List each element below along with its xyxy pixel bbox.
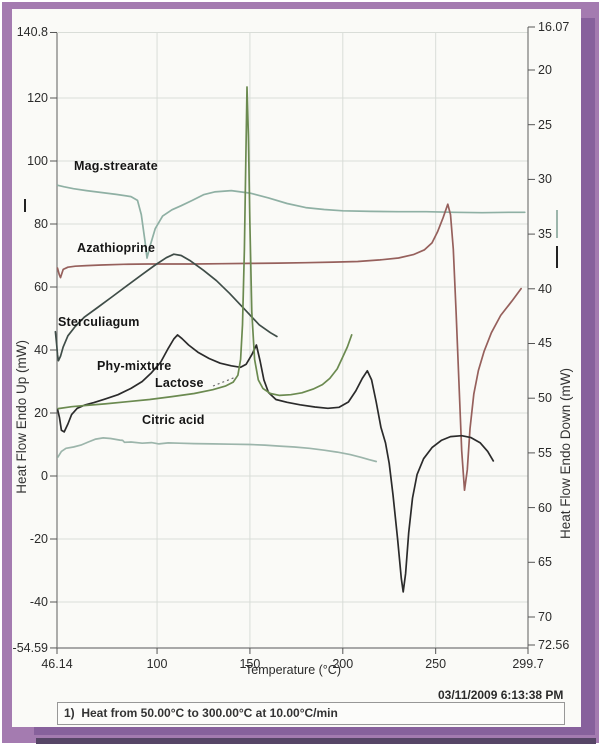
y-right-tick-label: 60 bbox=[538, 500, 552, 515]
y-right-tick-label: 50 bbox=[538, 391, 552, 406]
curve-label-azathioprine: Azathioprine bbox=[77, 241, 156, 255]
y-right-tick-label: 20 bbox=[538, 62, 552, 77]
y-left-tick-label: 100 bbox=[27, 154, 48, 168]
x-tick-label: 200 bbox=[332, 657, 354, 671]
y-right-tick-label: 25 bbox=[538, 117, 552, 132]
y-left-tick-label: 20 bbox=[34, 406, 48, 420]
y-right-tick-label: 45 bbox=[538, 336, 552, 351]
page-shadow-edge bbox=[36, 738, 596, 744]
x-tick-label: 100 bbox=[146, 657, 168, 671]
left-axis-curve-key-line bbox=[24, 199, 26, 212]
curve-label-lactose: Lactose bbox=[155, 376, 204, 390]
right-axis-curve-key-teal-line bbox=[556, 210, 558, 238]
y-right-tick-label: 70 bbox=[538, 609, 552, 624]
method-text: 1) Heat from 50.00°C to 300.00°C at 10.0… bbox=[64, 706, 338, 720]
y-right-tick-label: 55 bbox=[538, 445, 552, 460]
x-tick-label: 299.7 bbox=[512, 657, 544, 671]
y-right-tick-label: 72.56 bbox=[538, 638, 570, 652]
y-left-tick-label: -40 bbox=[29, 595, 48, 609]
x-tick-label: 150 bbox=[239, 657, 261, 671]
y-left-tick-label: -20 bbox=[29, 532, 48, 546]
y-right-tick-label: 35 bbox=[538, 227, 552, 242]
y-right-tick-label: 30 bbox=[538, 172, 552, 187]
page-shadow-right bbox=[581, 18, 595, 735]
x-tick-label: 250 bbox=[425, 657, 447, 671]
curve-label-mag-strearate: Mag.strearate bbox=[74, 159, 158, 173]
x-axis-title: Temperature (°C) bbox=[245, 663, 341, 677]
y-left-tick-label: 60 bbox=[34, 280, 48, 294]
y-left-tick-label: 80 bbox=[34, 217, 48, 231]
x-tick-label: 46.14 bbox=[41, 657, 73, 671]
datestamp: 03/11/2009 6:13:38 PM bbox=[438, 688, 564, 702]
right-axis-curve-key-black-line bbox=[556, 246, 558, 268]
y-right-tick-label: 40 bbox=[538, 281, 552, 296]
curve-label-sterculiagum: Sterculiagum bbox=[58, 315, 140, 329]
curve-label-phy-mixture: Phy-mixture bbox=[97, 359, 172, 373]
y-right-tick-label: 16.07 bbox=[538, 20, 570, 34]
y-left-tick-label: 120 bbox=[27, 91, 48, 105]
page-shadow-bottom bbox=[34, 726, 595, 735]
y-left-tick-label: 0 bbox=[41, 469, 48, 483]
y-left-tick-label: -54.59 bbox=[12, 640, 48, 655]
y-left-tick-label: 40 bbox=[34, 343, 48, 357]
method-box: 1) Heat from 50.00°C to 300.00°C at 10.0… bbox=[57, 702, 565, 725]
curve-label-citric-acid: Citric acid bbox=[142, 413, 205, 427]
y-right-tick-label: 65 bbox=[538, 555, 552, 570]
y-left-tick-label: 140.8 bbox=[16, 25, 48, 40]
